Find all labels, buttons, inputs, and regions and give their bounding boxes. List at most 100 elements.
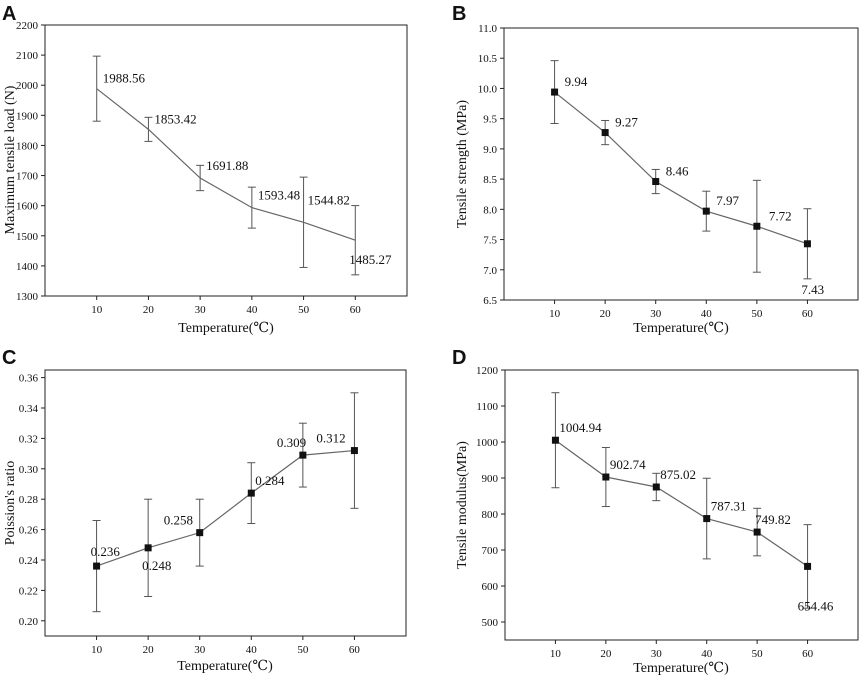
x-tick-label: 30 — [650, 308, 662, 320]
x-tick-label: 20 — [600, 308, 612, 320]
y-tick-label: 0.20 — [19, 616, 39, 628]
panel-letter: A — [2, 3, 16, 25]
x-tick-label: 60 — [802, 308, 814, 320]
data-label: 7.72 — [769, 208, 792, 223]
data-label: 0.258 — [164, 513, 193, 528]
y-tick-label: 600 — [482, 581, 499, 593]
y-tick-label: 900 — [482, 473, 499, 485]
data-point — [804, 562, 812, 570]
data-label: 0.312 — [316, 431, 345, 446]
plot-frame — [44, 369, 407, 637]
y-axis-title: Tensile modulus(MPa) — [455, 441, 470, 569]
y-tick-label: 1600 — [16, 201, 39, 213]
x-tick-label: 40 — [701, 308, 713, 320]
y-tick-label: 0.24 — [19, 555, 39, 567]
y-tick-label: 9.5 — [483, 114, 497, 126]
y-tick-label: 700 — [482, 545, 499, 557]
data-point — [753, 222, 761, 230]
data-point — [702, 207, 710, 215]
data-point — [93, 562, 101, 570]
y-tick-label: 11.0 — [478, 23, 497, 35]
x-tick-label: 60 — [349, 644, 361, 656]
data-point — [350, 447, 358, 455]
data-label: 902.74 — [610, 457, 646, 472]
y-tick-label: 1800 — [16, 140, 39, 152]
panel-d: D 10 20 30 40 50 60 500 600 700 800 900 1000 1100 1200… — [452, 347, 859, 676]
y-axis-title: Tensile strength (MPa) — [455, 100, 470, 228]
data-label: 0.236 — [91, 544, 121, 559]
y-tick-label: 0.30 — [19, 464, 39, 476]
y-tick-label: 9.0 — [483, 144, 497, 156]
x-tick-label: 10 — [91, 304, 103, 316]
data-point — [803, 240, 811, 248]
y-tick-label: 1200 — [476, 365, 499, 377]
plot-frame — [44, 24, 408, 297]
x-axis-title: Temperature(℃) — [633, 321, 729, 336]
x-tick-label: 50 — [752, 648, 764, 660]
y-tick-label: 8.0 — [483, 204, 497, 216]
y-tick-label: 500 — [482, 617, 499, 629]
data-label: 875.02 — [660, 467, 696, 482]
series-line — [96, 449, 355, 567]
x-tick-label: 30 — [651, 648, 663, 660]
data-label: 654.46 — [798, 598, 834, 613]
x-tick-label: 20 — [143, 304, 155, 316]
x-tick-label: 20 — [600, 648, 612, 660]
y-tick-label: 10.5 — [478, 53, 498, 65]
y-tick-label: 0.36 — [19, 373, 39, 385]
y-tick-label: 7.0 — [483, 265, 497, 277]
data-label: 9.27 — [615, 115, 638, 130]
y-tick-label: 2000 — [16, 80, 39, 92]
data-point — [652, 178, 660, 186]
data-label: 8.46 — [666, 164, 689, 179]
x-tick-label: 30 — [195, 304, 207, 316]
data-point — [602, 473, 610, 481]
x-tick-label: 40 — [701, 648, 713, 660]
x-tick-label: 20 — [143, 644, 155, 656]
data-label: 1004.94 — [559, 420, 602, 435]
y-tick-label: 800 — [482, 509, 499, 521]
y-tick-label: 6.5 — [483, 295, 497, 307]
data-point — [601, 129, 609, 137]
y-tick-label: 0.32 — [19, 433, 38, 445]
y-tick-label: 0.28 — [19, 494, 39, 506]
y-tick-label: 0.34 — [19, 403, 39, 415]
x-tick-label: 60 — [802, 648, 814, 660]
y-tick-label: 1300 — [16, 291, 39, 303]
y-tick-label: 1500 — [16, 231, 39, 243]
data-point — [652, 483, 660, 491]
x-axis-title: Temperature(℃) — [177, 659, 273, 674]
y-tick-label: 1100 — [476, 401, 498, 413]
x-tick-label: 10 — [91, 644, 103, 656]
x-tick-label: 50 — [751, 308, 763, 320]
y-tick-label: 1900 — [16, 110, 39, 122]
data-label: 1691.88 — [206, 158, 248, 173]
panel-letter: C — [2, 347, 16, 369]
series-line — [555, 439, 808, 567]
data-label: 1544.82 — [308, 192, 350, 207]
y-tick-label: 2200 — [16, 20, 39, 32]
y-tick-label: 0.26 — [19, 525, 39, 537]
data-label: 0.284 — [255, 473, 285, 488]
data-label: 0.248 — [142, 558, 171, 573]
x-tick-label: 10 — [550, 648, 562, 660]
x-tick-label: 40 — [246, 644, 258, 656]
x-tick-label: 30 — [194, 644, 206, 656]
data-point — [196, 529, 204, 537]
y-tick-label: 1000 — [476, 437, 499, 449]
data-label: 749.82 — [755, 512, 791, 527]
data-point — [703, 515, 711, 523]
data-label: 7.97 — [716, 193, 739, 208]
series-line — [554, 91, 808, 245]
data-point — [551, 88, 559, 96]
data-label: 1988.56 — [103, 71, 146, 86]
data-point — [247, 489, 255, 497]
x-tick-label: 40 — [246, 304, 258, 316]
data-label: 0.309 — [277, 435, 306, 450]
data-label: 9.94 — [565, 74, 588, 89]
x-tick-label: 50 — [297, 644, 309, 656]
plot-frame — [503, 27, 859, 301]
data-label: 787.31 — [711, 499, 747, 514]
y-tick-label: 1700 — [16, 171, 39, 183]
